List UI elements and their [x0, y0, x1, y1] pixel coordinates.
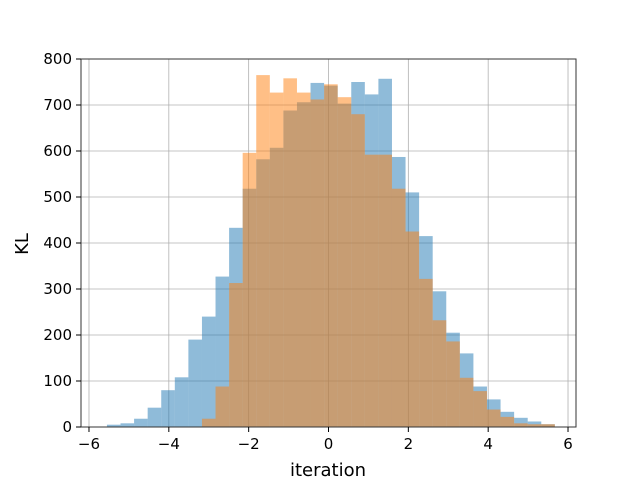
histogram-bar	[106, 424, 121, 427]
histogram-series-2	[201, 75, 555, 428]
histogram-bar	[541, 424, 555, 427]
y-tick-label: 700	[43, 96, 72, 114]
x-tick-label: −4	[158, 435, 180, 453]
histogram-bar	[419, 278, 433, 427]
histogram-bar	[256, 75, 270, 427]
histogram-bar	[514, 423, 528, 427]
histogram-bar	[351, 114, 365, 427]
x-tick-label: −6	[78, 435, 100, 453]
histogram-bar	[405, 231, 420, 427]
histogram-bar	[378, 154, 392, 427]
x-tick-label: 6	[563, 435, 573, 453]
histogram-bar	[120, 423, 135, 427]
histogram-bar	[188, 339, 202, 427]
histogram-bar	[514, 417, 528, 427]
x-axis-label: iteration	[290, 460, 366, 480]
x-tick-label: −2	[238, 435, 260, 453]
histogram-bar	[527, 424, 542, 427]
axis-ticks: −6 −4 −2 0 2 4 6 0 100 200 300 400 500 600 700 800	[43, 50, 572, 453]
histogram-bar	[446, 341, 460, 427]
histogram-bar	[201, 316, 216, 427]
y-axis-label: KL	[12, 233, 33, 255]
y-tick-label: 500	[43, 188, 72, 206]
histogram-bar	[201, 418, 216, 427]
histogram-bar	[161, 390, 175, 427]
histogram-bar	[134, 418, 148, 427]
histogram-bar	[147, 407, 162, 427]
histogram-bar	[242, 152, 257, 427]
histogram-bar	[459, 377, 474, 427]
y-tick-label: 100	[43, 372, 72, 390]
x-tick-label: 0	[324, 435, 334, 453]
histogram-bars	[106, 75, 555, 428]
histogram-bar	[337, 97, 352, 428]
y-tick-label: 0	[62, 418, 72, 436]
y-tick-label: 200	[43, 326, 72, 344]
histogram-bar	[269, 92, 284, 427]
x-tick-label: 2	[404, 435, 414, 453]
histogram-bar	[296, 92, 311, 427]
x-tick-label: 4	[483, 435, 493, 453]
y-tick-label: 400	[43, 234, 72, 252]
histogram-bar	[324, 84, 338, 428]
histogram-bar	[229, 283, 243, 427]
y-tick-label: 300	[43, 280, 72, 298]
histogram-bar	[174, 377, 189, 427]
histogram-bar	[310, 99, 325, 427]
histogram-bar	[500, 416, 515, 427]
histogram-bar	[215, 386, 230, 427]
y-tick-label: 800	[43, 50, 72, 68]
histogram-bar	[391, 188, 406, 427]
histogram-bar	[473, 391, 487, 427]
histogram-bar	[283, 78, 297, 427]
histogram-bar	[432, 320, 447, 427]
y-tick-label: 600	[43, 142, 72, 160]
histogram-bar	[486, 409, 501, 427]
histogram-bar	[364, 154, 379, 427]
